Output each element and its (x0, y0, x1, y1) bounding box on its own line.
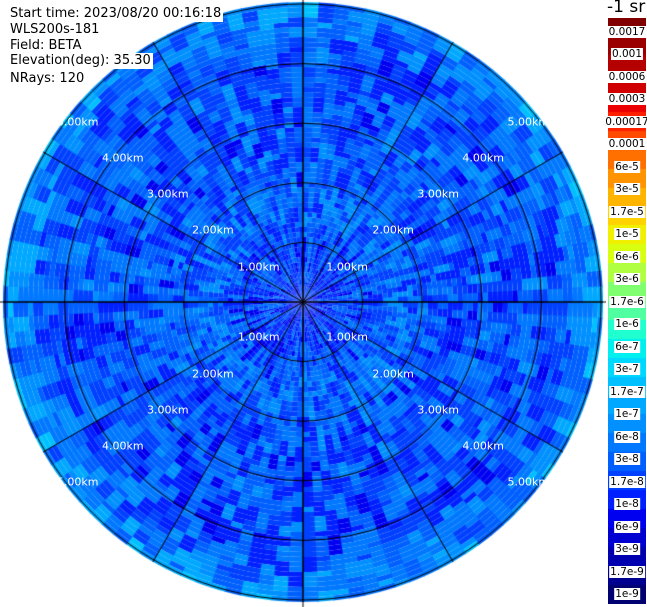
colorbar-tick-label: 3e-7 (614, 363, 640, 376)
range-ring-label: 4.00km (101, 151, 144, 165)
colorbar-tick-label: 6e-7 (614, 340, 640, 353)
colorbar-tick-label: 0.0003 (607, 93, 647, 106)
colorbar-tick-label: 1e-6 (614, 318, 640, 331)
range-ring-label: 3.00km (417, 403, 459, 417)
ppi-plot (0, 0, 606, 607)
colorbar-tick-label: 1.7e-9 (609, 565, 645, 578)
colorbar (608, 18, 646, 604)
colorbar-tick-label: 1e-5 (614, 228, 640, 241)
range-ring-label: 5.00km (56, 115, 99, 129)
range-ring-label: 3.00km (147, 187, 189, 201)
colorbar-tick-label: 6e-6 (614, 250, 640, 263)
colorbar-tick-label: 0.0017 (607, 26, 647, 38)
range-ring-label: 1.00km (326, 260, 368, 274)
colorbar-tick-label: 1.7e-5 (609, 205, 645, 218)
colorbar-tick-label: 1.7e-8 (609, 475, 645, 488)
colorbar-tick-label: 3e-9 (614, 543, 640, 556)
colorbar-tick-label: 1e-7 (614, 408, 640, 421)
colorbar-tick-label: 6e-5 (614, 160, 640, 173)
range-ring-label: 4.00km (101, 439, 144, 453)
range-ring-label: 4.00km (462, 151, 505, 165)
colorbar-tick-label: 3e-8 (614, 453, 640, 466)
range-ring-label: 2.00km (192, 367, 234, 381)
colorbar-tick-label: 6e-9 (614, 520, 640, 533)
range-ring-label: 3.00km (147, 403, 189, 417)
colorbar-tick-label: 0.00017 (604, 115, 647, 128)
range-ring-label: 2.00km (372, 367, 414, 381)
range-ring-label: 5.00km (56, 475, 99, 489)
range-ring-label: 5.00km (507, 475, 550, 489)
start-time-label: Start time: 2023/08/20 00:16:18 (10, 6, 224, 22)
instrument-label: WLS200s-181 (10, 22, 102, 38)
range-ring-label: 2.00km (192, 223, 234, 237)
colorbar-tick-label: 0.001 (610, 48, 644, 61)
range-ring-label: 3.00km (417, 187, 459, 201)
range-ring-label: 1.00km (326, 330, 368, 344)
colorbar-tick-label: 3e-6 (614, 273, 640, 286)
field-label: Field: BETA (10, 38, 84, 54)
range-ring-label: 1.00km (238, 260, 280, 274)
colorbar-tick-label: 1.7e-7 (609, 385, 645, 398)
range-ring-label: 1.00km (238, 330, 280, 344)
colorbar-tick-label: 1e-8 (614, 498, 640, 511)
colorbar-tick-label: 6e-8 (614, 430, 640, 443)
colorbar-tick-label: 1e-9 (614, 588, 640, 600)
colorbar-title: -1 sr (607, 0, 646, 17)
colorbar-tick-label: 3e-5 (614, 183, 640, 196)
nrays-label: NRays: 120 (10, 71, 87, 87)
colorbar-tick-label: 0.0001 (607, 138, 647, 151)
range-ring-label: 2.00km (372, 223, 414, 237)
colorbar-tick-label: 1.7e-6 (609, 295, 645, 308)
elevation-label: Elevation(deg): 35.30 (10, 53, 153, 69)
colorbar-tick-label: 0.0006 (607, 70, 647, 83)
range-ring-label: 5.00km (507, 115, 550, 129)
range-ring-label: 4.00km (462, 439, 505, 453)
